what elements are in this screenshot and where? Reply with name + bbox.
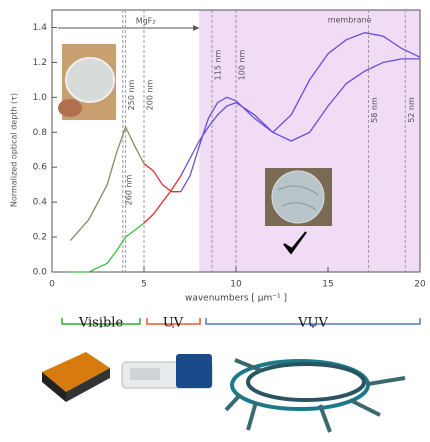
y-tick-label: 0.6 [33,163,48,173]
y-tick-label: 0.8 [33,128,48,138]
membrane-region [199,10,420,272]
y-tick-label: 1.2 [33,58,47,68]
spectrometer-uv [122,354,212,388]
band-label: VUV [297,316,328,331]
y-axis-label: Normalized optical depth (τ) [10,93,19,207]
marker-label: 260 nm [124,174,133,205]
x-tick-label: 5 [141,280,147,290]
marker-label: 115 nm [214,49,223,80]
y-tick-label: 1.4 [33,23,48,33]
spectrometer-visible [42,352,110,402]
marker-label: 250 nm [127,79,136,110]
x-tick-label: 0 [49,280,55,290]
marker-label: 100 nm [238,49,247,80]
x-tick-label: 10 [230,280,242,290]
photo-membrane [265,168,332,226]
band-label: UV [163,316,184,331]
marker-label: 200 nm [146,79,155,110]
mgf2-arrow [193,25,199,31]
x-tick-label: 20 [414,280,426,290]
membrane-label: membrane [328,16,372,25]
fiber-bundle [226,360,405,432]
data-line [70,223,144,272]
y-tick-label: 1.0 [33,93,48,103]
x-tick-label: 15 [322,280,333,290]
marker-label: 58 nm [370,97,379,123]
data-line [144,164,181,192]
band-label: Visible [78,316,124,331]
photo-disc [58,44,116,120]
figure: Normalized optical depth (τ) wavenumbers… [0,0,430,442]
data-line [144,176,181,223]
y-tick-label: 0.2 [33,233,47,243]
marker-label: 52 nm [407,97,416,123]
y-tick-label: 0.0 [33,268,48,278]
y-tick-label: 0.4 [33,198,48,208]
x-axis-label: wavenumbers [ μm⁻¹ ] [185,294,287,304]
mgf2-label: MgF₂ [136,17,156,26]
